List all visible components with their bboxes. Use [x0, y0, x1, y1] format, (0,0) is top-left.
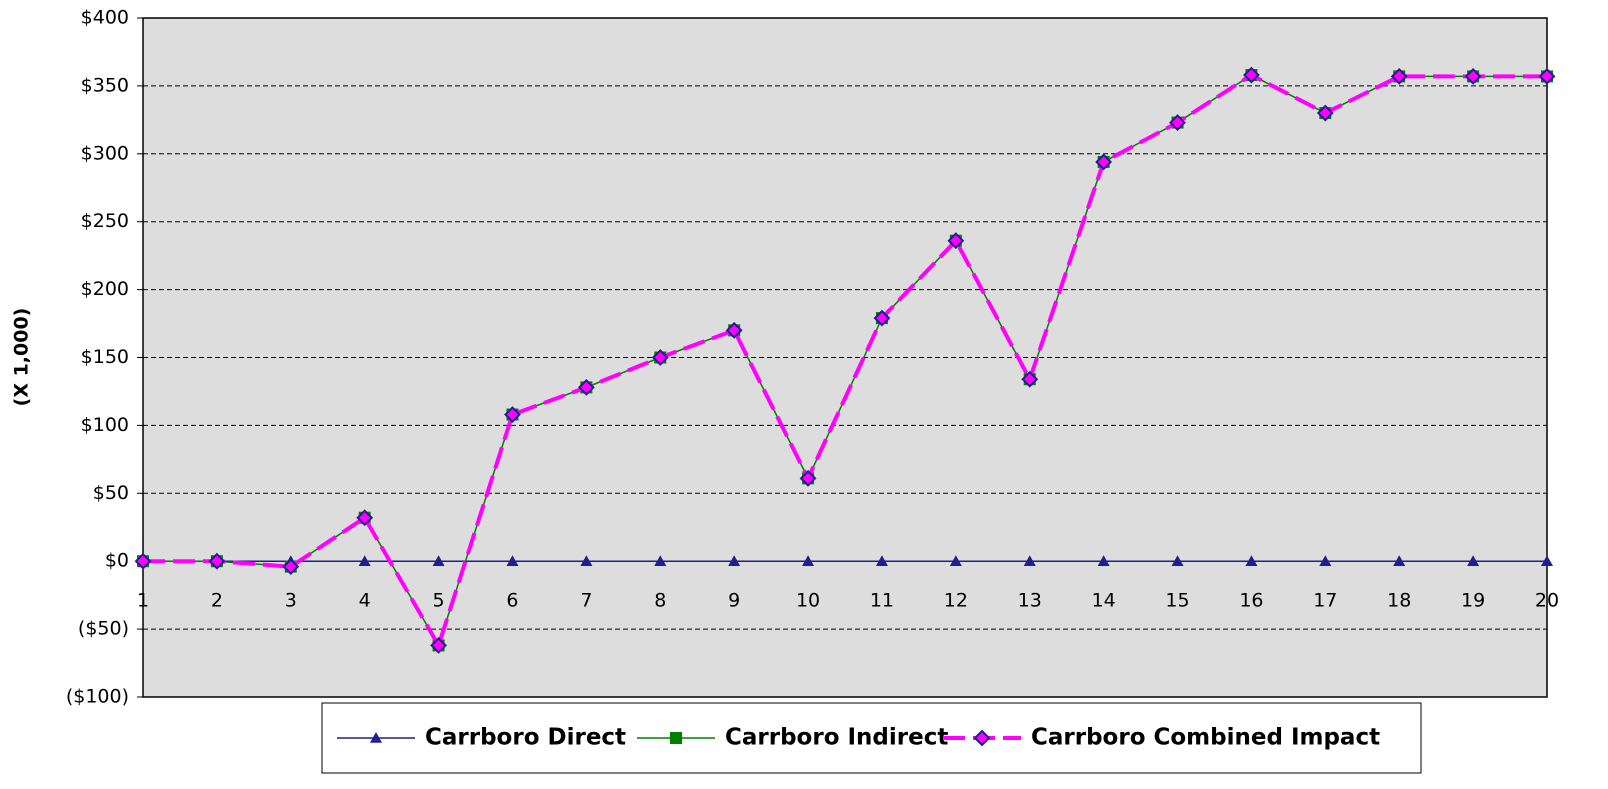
legend-text: Carrboro Indirect [725, 725, 948, 751]
y-tick-label: $200 [81, 278, 129, 300]
marker [282, 558, 300, 576]
marker [1319, 555, 1332, 566]
x-tick-label: 14 [1092, 590, 1116, 612]
marker [1169, 114, 1186, 131]
x-tick-label: 20 [1535, 590, 1559, 612]
x-tick-label: 10 [796, 590, 820, 612]
x-tick-label: 11 [870, 590, 894, 612]
marker [1538, 67, 1556, 85]
x-tick-label: 17 [1313, 590, 1337, 612]
marker [873, 309, 891, 327]
x-tick-label: 16 [1239, 590, 1263, 612]
marker [580, 555, 593, 566]
series-line [143, 72, 1547, 651]
marker [799, 469, 817, 487]
marker [208, 552, 226, 570]
x-tick-label: 1 [137, 590, 149, 612]
marker [1393, 555, 1406, 566]
marker [1023, 555, 1036, 566]
legend-marker [973, 729, 991, 747]
marker [1097, 555, 1110, 566]
x-tick-label: 3 [285, 590, 297, 612]
y-tick-label: $50 [93, 482, 129, 504]
y-tick-label: $250 [81, 210, 129, 232]
marker [358, 555, 371, 566]
marker [1467, 555, 1480, 566]
marker [949, 555, 962, 566]
y-tick-label: $350 [81, 74, 129, 96]
marker [577, 378, 595, 396]
marker [430, 636, 447, 654]
y-tick-label: $150 [81, 346, 129, 368]
marker [1021, 370, 1039, 388]
marker [947, 232, 965, 250]
marker [1243, 66, 1260, 84]
legend-marker [370, 732, 382, 743]
legend-text: Carrboro Combined Impact [1031, 725, 1380, 751]
marker [506, 555, 519, 566]
y-tick-label: $300 [81, 142, 129, 164]
x-tick-label: 12 [944, 590, 968, 612]
x-tick-label: 6 [506, 590, 518, 612]
marker [1541, 555, 1553, 566]
y-tick-label: ($50) [78, 618, 129, 640]
marker [654, 555, 667, 566]
marker [1390, 67, 1408, 85]
x-tick-label: 19 [1461, 590, 1485, 612]
x-tick-label: 5 [433, 590, 445, 612]
x-tick-label: 9 [728, 590, 740, 612]
x-tick-label: 2 [211, 590, 223, 612]
x-tick-label: 15 [1165, 590, 1189, 612]
marker [1316, 104, 1334, 122]
x-tick-label: 7 [580, 590, 592, 612]
marker [504, 406, 521, 423]
marker [651, 349, 669, 366]
y-axis-label: (X 1,000) [11, 308, 33, 407]
marker [875, 555, 888, 566]
y-tick-label: $400 [81, 7, 129, 29]
marker [802, 555, 815, 566]
marker [356, 509, 374, 527]
marker [728, 555, 741, 566]
x-tick-label: 13 [1018, 590, 1042, 612]
legend-marker [670, 732, 682, 744]
marker [134, 552, 152, 570]
x-tick-label: 18 [1387, 590, 1411, 612]
y-tick-label: $100 [81, 414, 129, 436]
marker [1245, 555, 1258, 566]
legend-box [321, 702, 1422, 774]
legend-text: Carrboro Direct [425, 725, 626, 751]
marker [432, 555, 445, 566]
x-tick-label: 8 [654, 590, 666, 612]
marker [1095, 153, 1113, 171]
x-tick-label: 4 [359, 590, 371, 612]
y-tick-label: $0 [105, 550, 129, 572]
y-tick-label: ($100) [66, 686, 129, 708]
marker [725, 321, 743, 339]
marker [1464, 67, 1482, 85]
marker [1171, 555, 1184, 566]
